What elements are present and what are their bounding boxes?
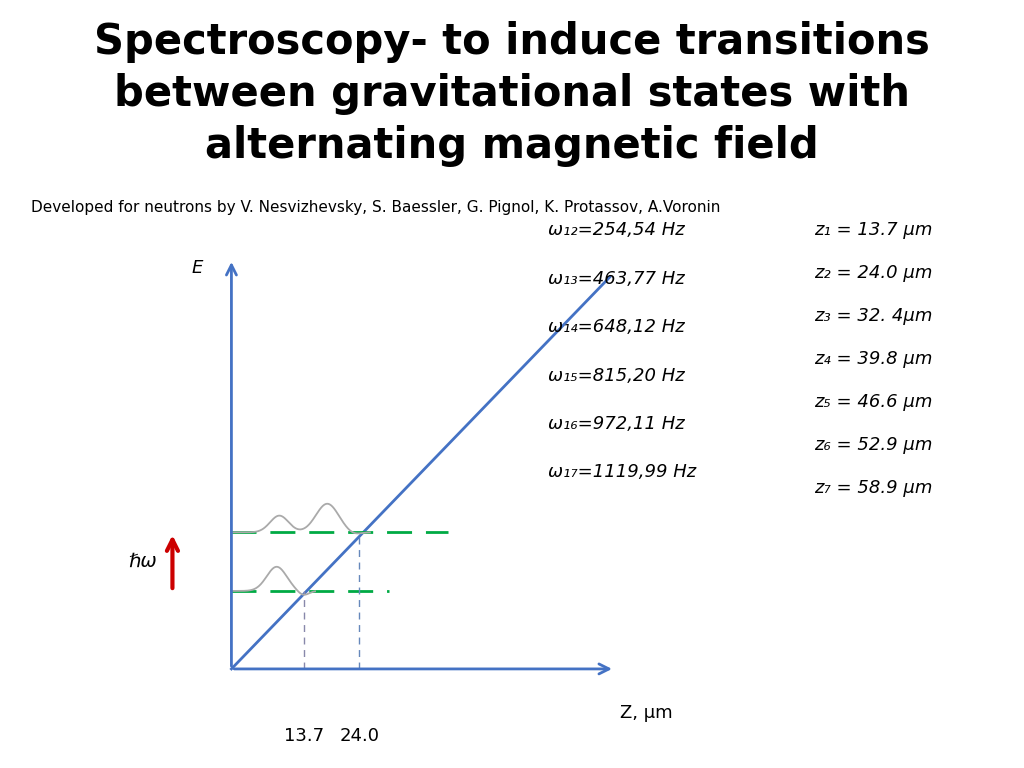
Text: z₇ = 58.9 μm: z₇ = 58.9 μm (814, 479, 933, 498)
Text: z₄ = 39.8 μm: z₄ = 39.8 μm (814, 350, 933, 369)
Text: z₃ = 32. 4μm: z₃ = 32. 4μm (814, 307, 933, 326)
Text: E: E (191, 259, 203, 277)
Text: ℏω: ℏω (128, 552, 157, 571)
Text: ω₁₅=815,20 Hz: ω₁₅=815,20 Hz (548, 366, 685, 385)
Text: ω₁₃=463,77 Hz: ω₁₃=463,77 Hz (548, 270, 685, 288)
Text: z₂ = 24.0 μm: z₂ = 24.0 μm (814, 264, 933, 283)
Text: ω₁₇=1119,99 Hz: ω₁₇=1119,99 Hz (548, 463, 696, 482)
Text: Z, μm: Z, μm (620, 704, 673, 723)
Text: 13.7: 13.7 (285, 727, 325, 745)
Text: ω₁₂=254,54 Hz: ω₁₂=254,54 Hz (548, 221, 685, 240)
Text: z₅ = 46.6 μm: z₅ = 46.6 μm (814, 393, 933, 412)
Text: Spectroscopy- to induce transitions
between gravitational states with
alternatin: Spectroscopy- to induce transitions betw… (94, 22, 930, 167)
Text: ω₁₄=648,12 Hz: ω₁₄=648,12 Hz (548, 318, 685, 336)
Text: 24.0: 24.0 (339, 727, 379, 745)
Text: ω₁₆=972,11 Hz: ω₁₆=972,11 Hz (548, 415, 685, 433)
Text: z₆ = 52.9 μm: z₆ = 52.9 μm (814, 436, 933, 455)
Text: z₁ = 13.7 μm: z₁ = 13.7 μm (814, 221, 933, 240)
Text: Developed for neutrons by V. Nesvizhevsky, S. Baessler, G. Pignol, K. Protassov,: Developed for neutrons by V. Nesvizhevsk… (31, 200, 720, 215)
